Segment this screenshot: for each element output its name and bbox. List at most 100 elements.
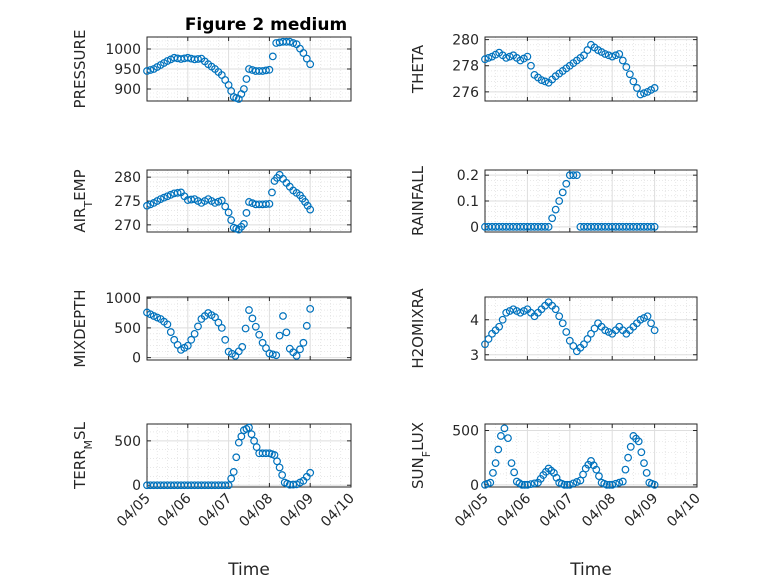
data-point bbox=[481, 340, 489, 349]
data-point bbox=[255, 330, 264, 339]
data-point bbox=[302, 54, 311, 63]
data-point bbox=[633, 84, 641, 92]
data-point bbox=[562, 179, 571, 188]
data-point bbox=[504, 434, 512, 443]
data-point bbox=[306, 468, 315, 477]
x-tick-label: 04/07 bbox=[196, 491, 236, 531]
data-point bbox=[275, 331, 284, 340]
data-point bbox=[194, 55, 202, 63]
data-point bbox=[637, 448, 646, 457]
x-tick-label: 04/10 bbox=[664, 491, 704, 531]
y-tick-label: 0 bbox=[470, 478, 479, 494]
data-point bbox=[239, 85, 248, 93]
x-tick-label: 04/06 bbox=[494, 490, 534, 530]
y-tick-label: 950 bbox=[114, 62, 141, 78]
data-point bbox=[569, 479, 578, 488]
data-point bbox=[565, 480, 574, 489]
x-tick-label: 04/06 bbox=[155, 490, 195, 530]
y-axis-label: THETA bbox=[409, 44, 427, 94]
y-axis-label: H2OMIXRA bbox=[409, 288, 427, 369]
data-point bbox=[537, 76, 546, 85]
data-point bbox=[247, 430, 256, 439]
data-point bbox=[239, 219, 248, 228]
data-point bbox=[299, 338, 308, 347]
data-point bbox=[608, 52, 617, 61]
data-point bbox=[608, 480, 617, 489]
y-axis-label: TERRMSL bbox=[71, 421, 95, 490]
data-point bbox=[306, 304, 315, 313]
data-point bbox=[558, 319, 567, 328]
data-point bbox=[484, 53, 493, 62]
data-point bbox=[146, 66, 155, 74]
data-point bbox=[650, 222, 659, 231]
data-point bbox=[551, 205, 560, 214]
data-point bbox=[217, 324, 226, 332]
data-point bbox=[497, 432, 505, 440]
data-point bbox=[629, 77, 638, 86]
x-tick-label: 04/08 bbox=[236, 491, 276, 531]
data-point bbox=[560, 480, 569, 489]
data-point bbox=[569, 342, 578, 350]
data-point bbox=[544, 222, 553, 231]
y-axis-label: MIXDEPTH bbox=[71, 289, 89, 367]
y-tick-label: 4 bbox=[470, 313, 479, 329]
data-point bbox=[640, 89, 648, 98]
data-point bbox=[491, 459, 500, 468]
data-point bbox=[214, 197, 223, 206]
data-point bbox=[643, 312, 652, 321]
data-point bbox=[558, 188, 567, 197]
data-point bbox=[272, 351, 281, 360]
panel-0: 900 950 1000 PRESSURE bbox=[71, 30, 352, 109]
data-point bbox=[580, 340, 588, 349]
data-point bbox=[634, 437, 643, 446]
data-point bbox=[523, 52, 532, 61]
data-point bbox=[268, 350, 277, 359]
y-tick-label: 1000 bbox=[105, 291, 141, 307]
panel-4: 0 500 1000 MIXDEPTH bbox=[71, 289, 352, 368]
x-axis-label: Time bbox=[569, 560, 612, 580]
data-point bbox=[262, 344, 270, 353]
data-point bbox=[166, 328, 175, 336]
data-point bbox=[548, 214, 557, 223]
data-point bbox=[624, 453, 632, 462]
data-point bbox=[268, 52, 277, 61]
y-axis-label: PRESSURE bbox=[71, 30, 89, 109]
data-point bbox=[282, 328, 291, 337]
data-point bbox=[302, 321, 311, 330]
y-tick-label: 0 bbox=[132, 351, 141, 367]
data-point bbox=[601, 50, 610, 58]
y-axis-label: RAINFALL bbox=[409, 165, 427, 236]
data-point bbox=[187, 335, 196, 344]
data-point bbox=[279, 312, 287, 320]
axes-box bbox=[484, 423, 698, 488]
data-point bbox=[640, 459, 648, 468]
data-point bbox=[505, 52, 514, 61]
data-point bbox=[650, 84, 659, 92]
data-point bbox=[296, 345, 304, 354]
data-point bbox=[583, 46, 592, 54]
panel-1: 276 278 280 THETA bbox=[409, 33, 698, 102]
panel-7: 0 500 04/05 04/06 04/07 04/08 04/09 04/10 SUNFLU… bbox=[409, 422, 704, 580]
x-tick-label: 04/10 bbox=[318, 491, 358, 531]
data-point bbox=[232, 453, 241, 462]
data-point bbox=[565, 336, 574, 345]
data-point bbox=[268, 188, 276, 197]
data-point bbox=[262, 66, 270, 75]
data-point bbox=[587, 329, 595, 338]
data-point bbox=[523, 480, 532, 489]
data-point bbox=[481, 55, 489, 64]
data-point bbox=[590, 324, 599, 333]
data-point bbox=[527, 480, 535, 489]
data-point bbox=[636, 90, 645, 99]
y-tick-label: 500 bbox=[452, 424, 479, 440]
data-point bbox=[285, 37, 294, 46]
data-point bbox=[265, 349, 274, 358]
y-tick-label: 0.2 bbox=[457, 168, 479, 184]
data-point bbox=[551, 305, 560, 314]
x-tick-label: 04/05 bbox=[114, 491, 154, 531]
data-point bbox=[622, 63, 631, 71]
data-point bbox=[242, 75, 251, 83]
data-point bbox=[278, 471, 287, 479]
data-point bbox=[642, 468, 651, 477]
data-point bbox=[306, 205, 315, 214]
